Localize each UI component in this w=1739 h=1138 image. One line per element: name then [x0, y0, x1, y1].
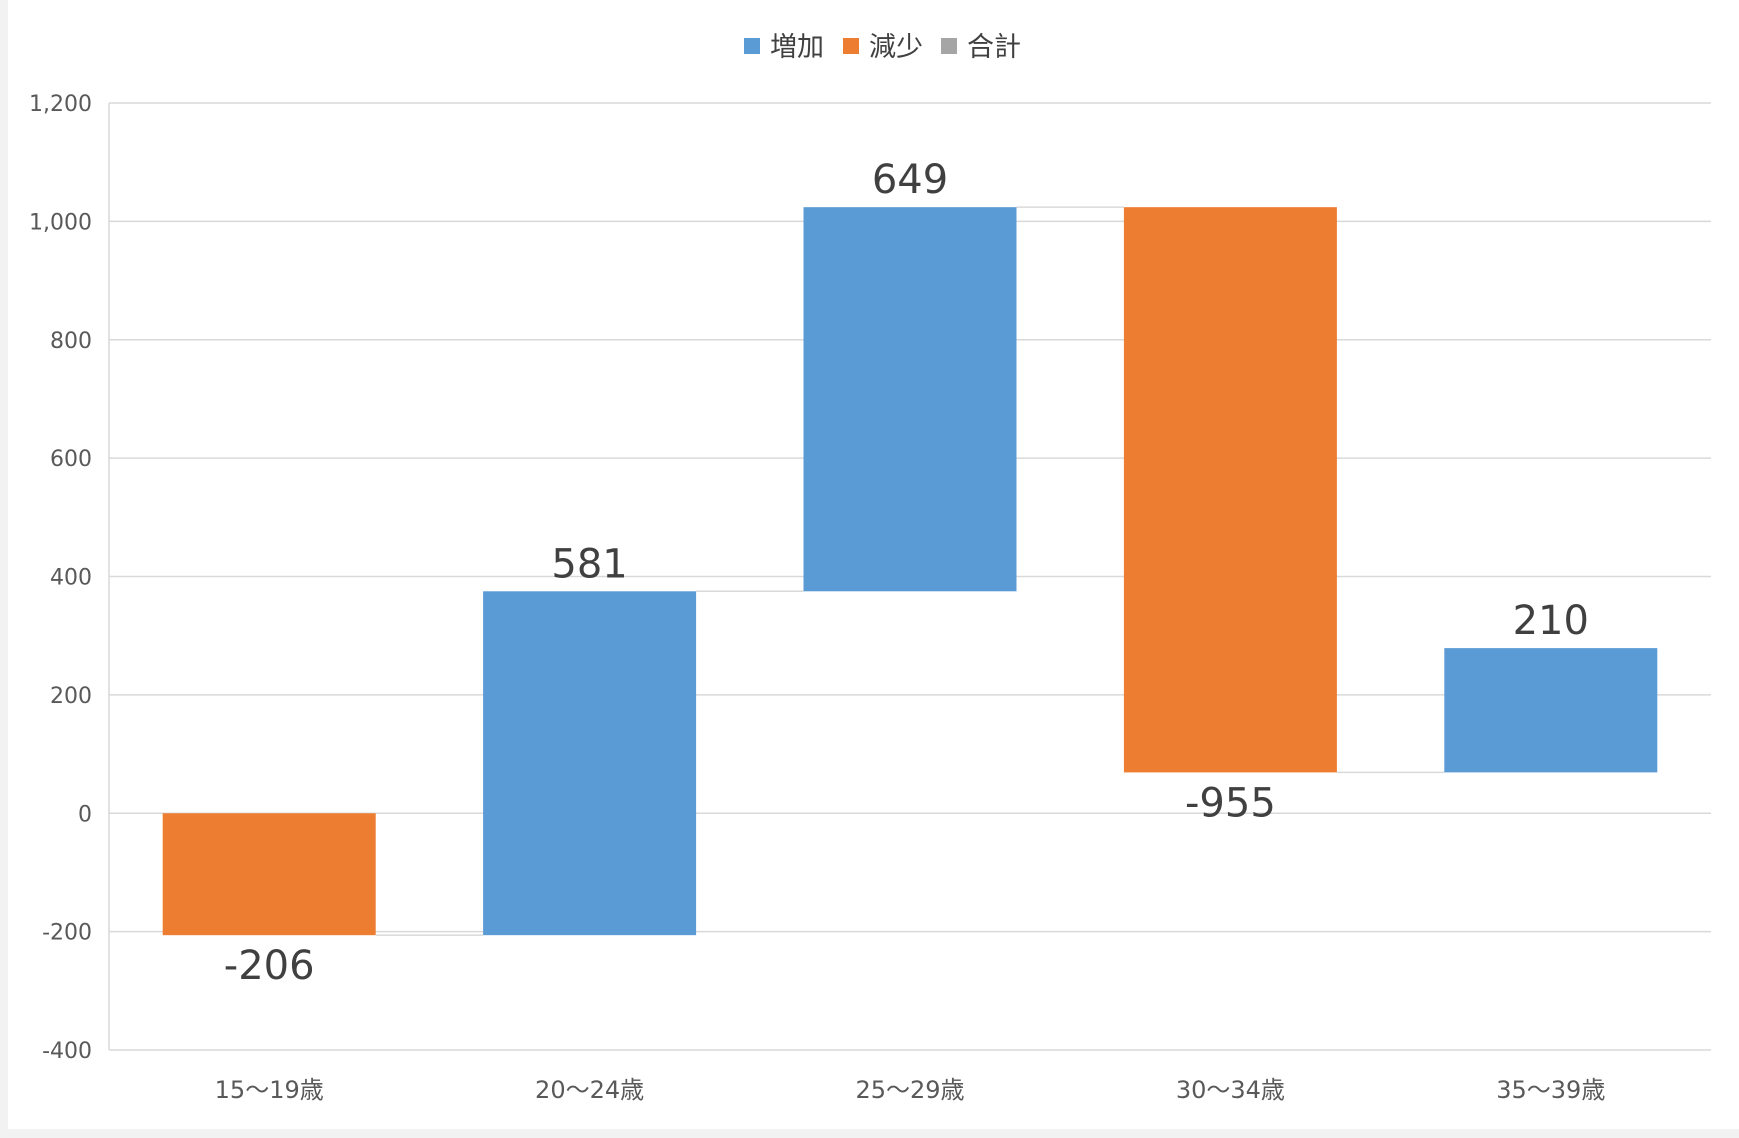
y-tick-label: 600 — [50, 447, 92, 472]
increase-bar — [803, 207, 1017, 592]
increase-bar — [1444, 648, 1658, 773]
legend-label: 増加 — [770, 32, 824, 63]
legend-swatch — [941, 38, 957, 54]
y-tick-label: -400 — [42, 1039, 92, 1064]
y-tick-label: 1,000 — [29, 210, 92, 235]
x-tick-label: 15〜19歳 — [215, 1076, 324, 1104]
decrease-bar — [162, 813, 376, 936]
waterfall-chart: -400 -200 0 200 400 600 800 1,000 1,200 -206 15〜19… — [29, 32, 1711, 1104]
data-label: -206 — [224, 943, 315, 989]
data-label: 649 — [872, 157, 948, 203]
x-tick-label: 20〜24歳 — [535, 1076, 644, 1104]
legend-swatch — [843, 38, 859, 54]
data-label: 581 — [551, 541, 627, 587]
legend-label: 合計 — [967, 32, 1021, 63]
data-label: -955 — [1185, 780, 1276, 826]
legend-swatch — [744, 38, 760, 54]
x-tick-label: 35〜39歳 — [1496, 1076, 1605, 1104]
y-tick-label: 800 — [50, 329, 92, 354]
legend-label: 減少 — [869, 32, 923, 63]
y-tick-label: 1,200 — [29, 92, 92, 117]
increase-bar — [483, 591, 697, 936]
y-tick-label: 0 — [78, 802, 92, 827]
x-tick-label: 25〜29歳 — [855, 1076, 964, 1104]
y-tick-label: 200 — [50, 684, 92, 709]
y-tick-label: 400 — [50, 566, 92, 591]
x-tick-label: 30〜34歳 — [1176, 1076, 1285, 1104]
chart-area: -400 -200 0 200 400 600 800 1,000 1,200 -206 15〜19… — [8, 0, 1739, 1129]
y-tick-label: -200 — [42, 921, 92, 946]
data-label: 210 — [1513, 598, 1589, 644]
decrease-bar — [1123, 207, 1337, 773]
